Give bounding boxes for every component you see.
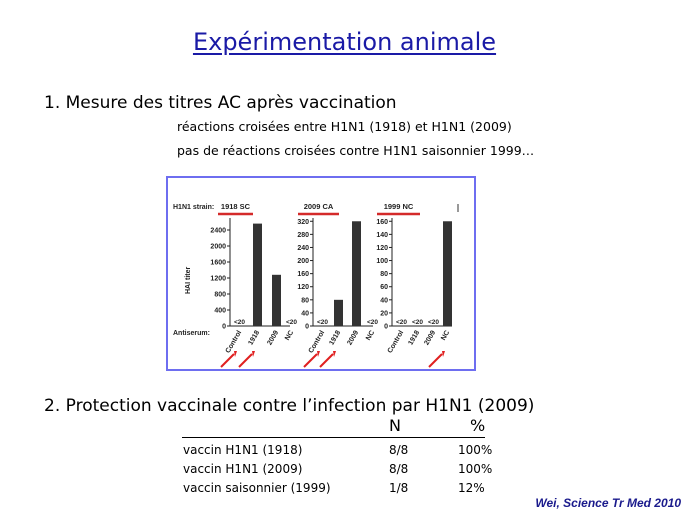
panel-3-arrowhead-1 [442,351,445,357]
figure-frame: H1N1 strain: Antiserum: HAI titer 1918 SC 0 4… [166,176,476,371]
panel-3-ytick-label-3: 60 [380,284,388,291]
panel-1-category-control: Control [225,329,244,354]
section1-line-2: pas de réactions croisées contre H1N1 sa… [177,143,535,158]
panel-3-value-label-2009: <20 [428,319,439,326]
hai-titer-figure: H1N1 strain: Antiserum: HAI titer 1918 SC 0 4… [173,202,459,368]
panel-2-category-nc: NC [365,330,376,342]
panel-2-category-control: Control [308,329,327,354]
panel-3-ytick-label-7: 140 [376,232,388,239]
row-3-n: 1/8 [389,481,409,495]
panel-3-arrow-1 [428,353,443,368]
panel-1-bar-1918 [253,223,262,326]
panel-1-category-2009: 2009 [266,329,280,346]
panel-2-ytick-label-7: 280 [297,232,309,239]
panel-2-bar-1918 [334,299,343,326]
panel-2-ytick-label-5: 200 [297,258,309,265]
row-1-percent: 100% [458,443,493,457]
row-3-label: vaccin saisonnier (1999) [183,481,331,495]
panel-2-value-label-control: <20 [317,319,328,326]
panel-1-ytick-label-2: 800 [214,292,226,299]
panel-2-arrow-1 [303,353,318,368]
panel-2-ytick-label-8: 320 [297,219,309,226]
panel-1-category-nc: NC [284,330,295,342]
panel-1-arrowhead-1 [234,351,237,357]
panel-3-ytick-label-5: 100 [376,258,388,265]
panel-2-category-2009: 2009 [346,329,360,346]
section1-heading: 1. Mesure des titres AC après vaccinatio… [44,93,397,113]
panel-1-ytick-label-5: 2000 [210,244,226,251]
panel-1-arrow-1 [220,353,235,368]
panel-3-value-label-control: <20 [396,319,407,326]
row-1-label: vaccin H1N1 (1918) [183,443,303,457]
row-2-label: vaccin H1N1 (2009) [183,462,303,476]
y-axis-label: HAI titer [185,267,192,295]
panel-2-ytick-label-3: 120 [297,284,309,291]
panel-1-category-1918: 1918 [247,329,261,346]
panel-3-ytick-label-0: 0 [384,324,388,331]
panel-1-ytick-label-4: 1600 [210,260,226,267]
column-header-n: N [389,416,401,435]
panel-2-bar-2009 [352,221,361,326]
panel-3-bar-nc [443,221,452,326]
panel-3-category-1918: 1918 [407,329,421,346]
panel-2-ytick-label-1: 40 [301,310,309,317]
panel-1-value-label-nc: <20 [286,319,297,326]
panel-3-ytick-label-8: 160 [376,219,388,226]
panel-2-arrow-2 [319,353,334,368]
table-rule [182,437,485,438]
panel-2-category-1918: 1918 [328,329,342,346]
row-2-percent: 100% [458,462,493,476]
panel-3-ytick-label-1: 20 [380,310,388,317]
row-2-n: 8/8 [389,462,409,476]
panel-1-ytick-label-3: 1200 [210,276,226,283]
panel-2-arrowhead-1 [317,351,320,357]
row-1-n: 8/8 [389,443,409,457]
panel-2-ytick-label-6: 240 [297,245,309,252]
panel-2-arrowhead-2 [333,351,336,357]
panel-3-ytick-label-4: 80 [380,271,388,278]
section1-line-1: réactions croisées entre H1N1 (1918) et … [177,119,512,134]
citation: Wei, Science Tr Med 2010 [535,496,681,510]
panel-1-bar-2009 [272,274,281,326]
strain-row-label: H1N1 strain: [173,204,214,211]
panel-3-title: 1999 NC [384,202,414,211]
panel-3-category-control: Control [387,329,406,354]
panel-2-ytick-label-0: 0 [305,324,309,331]
panel-1-arrowhead-2 [252,351,255,357]
panel-2-value-label-nc: <20 [367,319,378,326]
panel-1-value-label-control: <20 [234,319,245,326]
panel-1-ytick-label-0: 0 [222,324,226,331]
panel-3-ytick-label-6: 120 [376,245,388,252]
panel-1-ytick-label-1: 400 [214,308,226,315]
section2-heading: 2. Protection vaccinale contre l’infecti… [44,396,535,416]
panel-1-title: 1918 SC [221,202,251,211]
row-3-percent: 12% [458,481,485,495]
antiserum-row-label: Antiserum: [173,330,210,337]
panel-2-title: 2009 CA [304,202,334,211]
panel-1-ytick-label-6: 2400 [210,228,226,235]
panel-3-ytick-label-2: 40 [380,297,388,304]
panel-3-category-nc: NC [440,330,451,342]
panel-1-arrow-2 [238,353,253,368]
slide-title: Expérimentation animale [192,28,497,56]
panel-2-ytick-label-2: 80 [301,297,309,304]
panel-3-value-label-1918: <20 [412,319,423,326]
column-header-percent: % [470,416,486,435]
panel-3-category-2009: 2009 [423,329,437,346]
panel-2-ytick-label-4: 160 [297,271,309,278]
